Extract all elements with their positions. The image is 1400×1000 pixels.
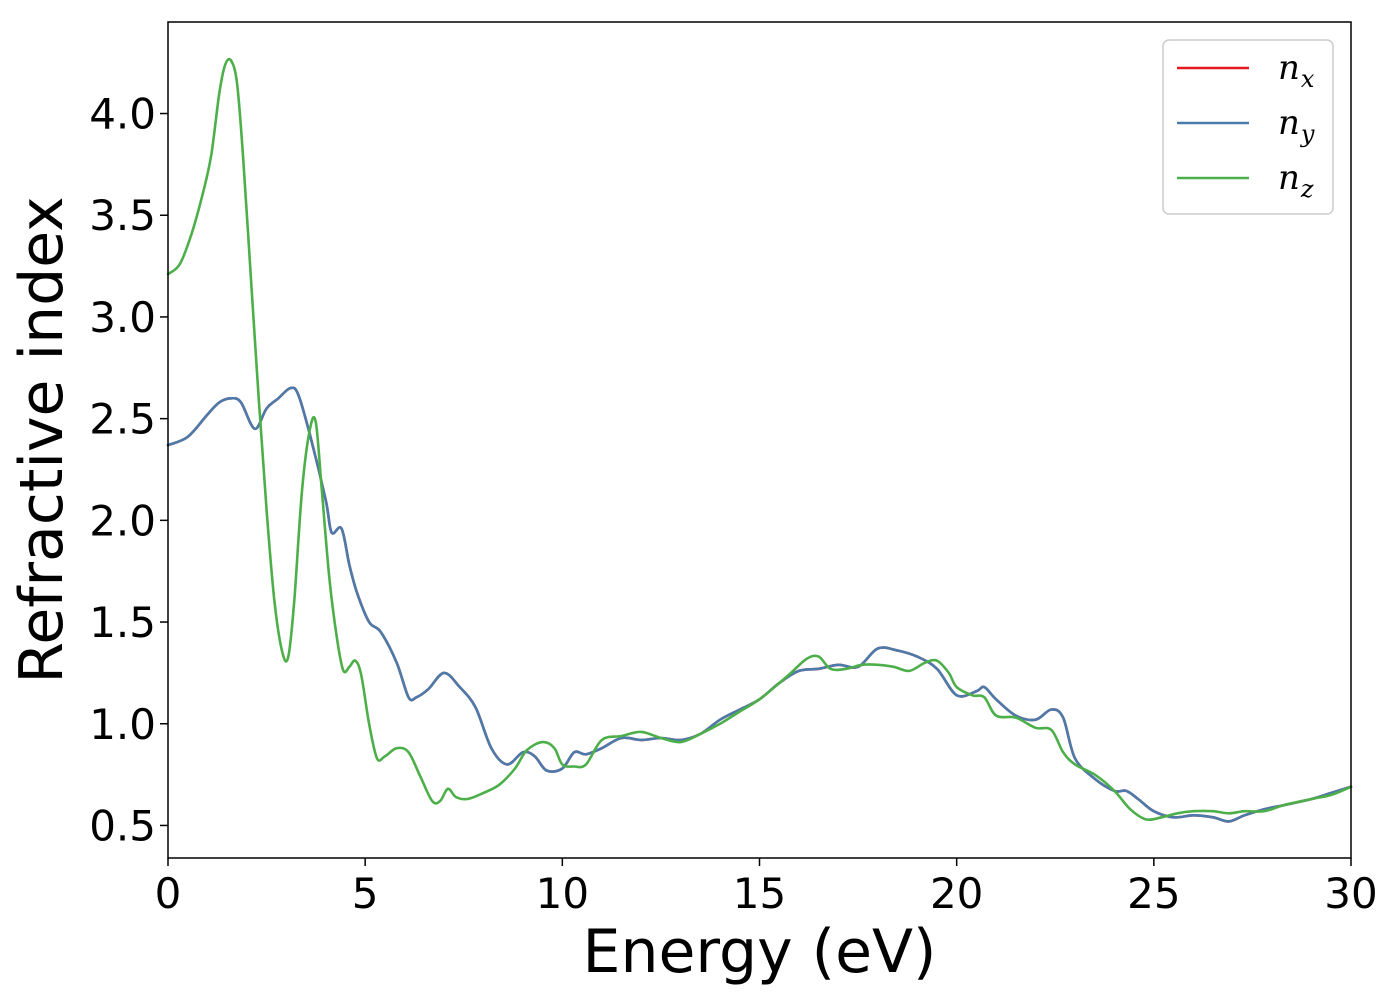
y-tick-label: 0.5	[89, 801, 156, 850]
y-tick-label: 3.0	[89, 293, 156, 342]
y-axis-label: Refractive index	[7, 196, 77, 683]
x-tick-label: 10	[536, 869, 589, 918]
y-tick-label: 2.0	[89, 496, 156, 545]
legend-label-main: n	[1278, 158, 1300, 198]
plot-background	[168, 22, 1351, 858]
y-tick-label: 2.5	[89, 395, 156, 444]
x-axis-label: Energy (eV)	[583, 917, 937, 987]
series-line-y	[166, 386, 1353, 823]
series-line-z	[166, 57, 1353, 822]
x-tick-label: 20	[930, 869, 983, 918]
legend-label-x: nx	[1278, 48, 1315, 93]
y-tick-label: 1.5	[89, 598, 156, 647]
x-tick-label: 0	[155, 869, 182, 918]
x-tick-label: 15	[733, 869, 786, 918]
legend-label-y: ny	[1278, 103, 1315, 148]
series-layer	[166, 57, 1353, 823]
legend-label-main: n	[1278, 48, 1300, 88]
legend-label-main: n	[1278, 103, 1300, 143]
y-tick-label: 3.5	[89, 191, 156, 240]
legend-label-sub: y	[1300, 120, 1315, 148]
legend-label-sub: z	[1300, 175, 1314, 203]
x-tick-label: 30	[1324, 869, 1377, 918]
y-tick-label: 4.0	[89, 90, 156, 139]
legend-label-sub: x	[1301, 65, 1315, 93]
x-axis-ticks: 0 5 10 15 20 25 30	[155, 858, 1378, 918]
y-tick-label: 1.0	[89, 700, 156, 749]
x-tick-label: 5	[352, 869, 379, 918]
x-tick-label: 25	[1127, 869, 1180, 918]
y-axis-ticks: 0.5 1.0 1.5 2.0 2.5 3.0 3.5 4.0	[89, 90, 168, 850]
legend-label-z: nz	[1278, 158, 1314, 203]
legend-box	[1162, 39, 1334, 215]
